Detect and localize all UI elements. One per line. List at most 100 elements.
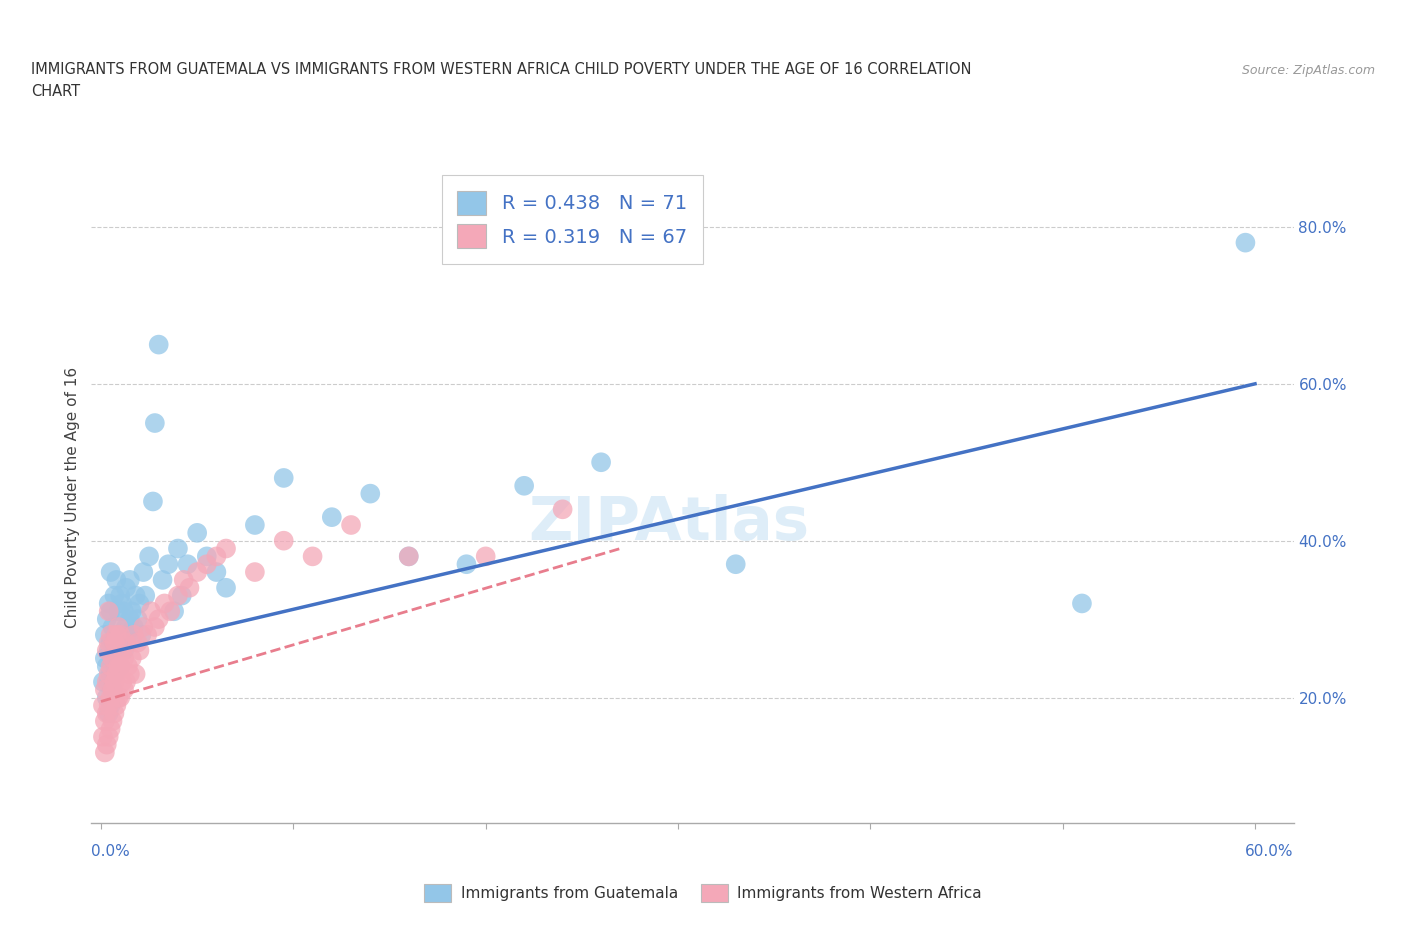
Point [111,596,134,611]
Point [100,604,122,618]
Point [195,557,218,572]
Point [111,643,134,658]
Point [176,557,198,572]
Point [157,557,180,572]
Point [96,674,118,689]
Point [112,643,135,658]
Point [186,525,208,540]
Point [103,635,125,650]
Point [112,683,135,698]
Point [122,619,145,634]
Text: 60.0%: 60.0% [1246,844,1294,858]
Point [97,596,120,611]
Point [124,667,146,682]
Point [170,588,193,603]
Point [97,674,120,689]
Point [115,635,138,650]
Point [359,486,381,501]
Point [103,706,125,721]
Point [91,729,114,744]
Point [96,612,118,627]
Point [301,549,323,564]
Point [97,604,120,618]
Point [100,628,122,643]
Point [110,658,132,673]
Point [91,674,114,689]
Point [118,667,141,682]
Point [100,635,122,650]
Point [110,588,132,603]
Point [103,674,125,689]
Point [139,604,162,618]
Point [97,729,120,744]
Point [243,518,266,533]
Point [143,416,166,431]
Point [105,698,128,712]
Point [96,706,118,721]
Point [167,541,190,556]
Point [148,338,170,352]
Point [121,651,143,666]
Point [103,588,125,603]
Point [121,604,143,618]
Point [97,635,120,650]
Point [96,690,118,705]
Text: IMMIGRANTS FROM GUATEMALA VS IMMIGRANTS FROM WESTERN AFRICA CHILD POVERTY UNDER : IMMIGRANTS FROM GUATEMALA VS IMMIGRANTS … [31,62,972,77]
Point [143,619,166,634]
Point [100,667,122,682]
Text: Source: ZipAtlas.com: Source: ZipAtlas.com [1241,64,1375,77]
Point [1071,596,1094,611]
Point [105,628,128,643]
Point [273,471,295,485]
Point [101,713,124,728]
Point [136,628,159,643]
Text: CHART: CHART [31,84,80,99]
Point [100,658,122,673]
Point [110,628,132,643]
Point [148,612,170,627]
Point [131,628,153,643]
Point [96,643,118,658]
Point [128,596,150,611]
Point [101,683,124,698]
Point [94,651,117,666]
Point [111,674,134,689]
Point [91,698,114,712]
Point [107,690,129,705]
Point [134,588,156,603]
Point [115,674,138,689]
Point [110,690,132,705]
Point [97,667,120,682]
Point [94,713,117,728]
Point [100,690,122,705]
Text: 0.0%: 0.0% [91,844,131,858]
Point [142,494,165,509]
Point [153,596,176,611]
Point [107,619,129,634]
Point [179,580,201,595]
Point [591,455,613,470]
Point [128,643,150,658]
Point [195,549,218,564]
Point [1234,235,1257,250]
Point [100,565,122,579]
Point [173,573,195,588]
Point [112,651,135,666]
Point [321,510,343,525]
Point [724,557,747,572]
Point [107,658,129,673]
Point [96,658,118,673]
Point [107,643,129,658]
Point [97,643,120,658]
Point [110,658,132,673]
Point [551,502,574,517]
Point [474,549,496,564]
Point [186,565,208,579]
Point [101,619,124,634]
Point [115,619,138,634]
Point [398,549,420,564]
Point [127,635,149,650]
Point [398,549,420,564]
Point [97,706,120,721]
Point [103,667,125,682]
